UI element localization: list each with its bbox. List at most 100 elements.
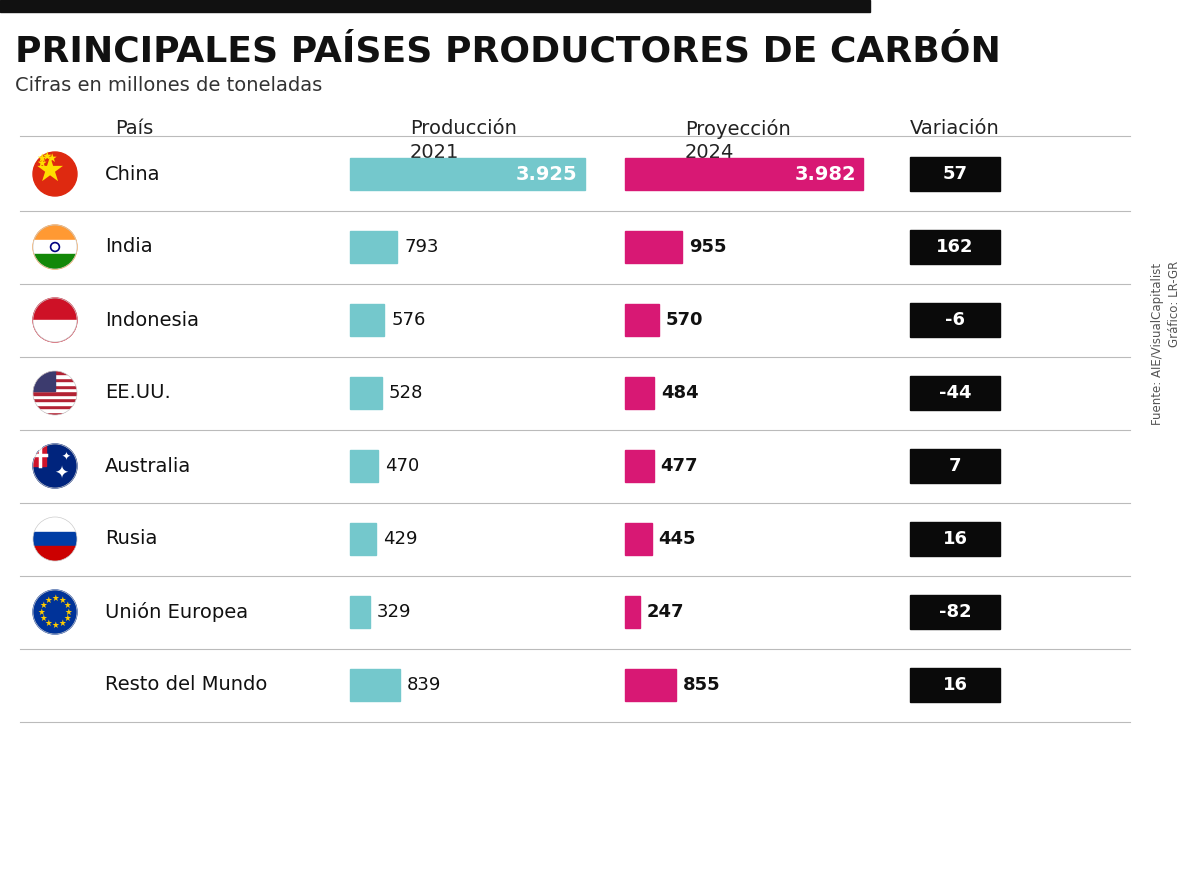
Bar: [34, 395, 77, 398]
Bar: [34, 388, 77, 392]
Text: PRINCIPALES PAÍSES PRODUCTORES DE CARBÓN: PRINCIPALES PAÍSES PRODUCTORES DE CARBÓN: [14, 34, 1001, 68]
Bar: [34, 374, 77, 378]
Bar: [910, 522, 1000, 556]
Text: ★: ★: [52, 621, 59, 630]
Text: 470: 470: [385, 457, 419, 475]
Text: ★: ★: [65, 607, 72, 616]
Text: ★: ★: [35, 156, 65, 188]
Text: India: India: [106, 238, 152, 256]
Bar: [34, 401, 77, 405]
Bar: [34, 405, 77, 408]
Text: 3.925: 3.925: [516, 164, 577, 184]
Text: 570: 570: [666, 311, 703, 329]
Text: Cifras en millones de toneladas: Cifras en millones de toneladas: [14, 76, 323, 95]
Bar: [34, 381, 77, 385]
Text: Rusia: Rusia: [106, 530, 157, 549]
Bar: [625, 377, 654, 409]
Text: China: China: [106, 164, 161, 184]
Text: 16: 16: [942, 530, 967, 548]
Text: 247: 247: [647, 603, 684, 621]
Text: ✦: ✦: [61, 452, 71, 462]
Bar: [625, 304, 659, 336]
Bar: [34, 398, 77, 401]
Text: ★: ★: [47, 152, 56, 165]
Circle shape: [34, 444, 77, 488]
Bar: [350, 231, 397, 263]
Circle shape: [34, 371, 77, 415]
Text: 955: 955: [689, 238, 726, 256]
Text: -6: -6: [946, 311, 965, 329]
Bar: [910, 157, 1000, 191]
Text: 477: 477: [660, 457, 698, 475]
Text: 3.982: 3.982: [794, 164, 856, 184]
Text: Australia: Australia: [106, 456, 191, 475]
Text: 445: 445: [659, 530, 696, 548]
Bar: [34, 371, 77, 374]
Bar: [34, 412, 77, 415]
Text: 7: 7: [949, 457, 961, 475]
Bar: [625, 158, 863, 190]
Text: Variación: Variación: [910, 119, 1000, 138]
Circle shape: [34, 517, 77, 561]
Circle shape: [34, 590, 77, 634]
Text: -44: -44: [938, 384, 971, 402]
Text: ★: ★: [52, 593, 59, 603]
Bar: [350, 377, 382, 409]
Text: Producción
2021: Producción 2021: [410, 119, 517, 162]
Bar: [350, 596, 370, 628]
Text: 793: 793: [404, 238, 439, 256]
Bar: [910, 595, 1000, 629]
Circle shape: [34, 225, 77, 269]
Text: ★: ★: [58, 620, 66, 628]
Text: 528: 528: [389, 384, 422, 402]
Text: 429: 429: [383, 530, 418, 548]
Text: 162: 162: [936, 238, 973, 256]
Bar: [34, 371, 55, 392]
Text: ✦: ✦: [55, 465, 68, 482]
Bar: [910, 668, 1000, 702]
Text: 16: 16: [942, 676, 967, 694]
Bar: [34, 546, 77, 561]
Bar: [34, 254, 77, 269]
Text: ★: ★: [44, 596, 52, 605]
Bar: [34, 320, 77, 342]
Text: ★: ★: [37, 152, 47, 165]
Bar: [34, 239, 77, 254]
Text: EE.UU.: EE.UU.: [106, 384, 170, 403]
Text: ★: ★: [40, 600, 47, 610]
Bar: [34, 531, 77, 546]
Text: Unión Europea: Unión Europea: [106, 602, 248, 622]
Bar: [34, 392, 77, 395]
Text: 855: 855: [683, 676, 721, 694]
Text: ★: ★: [58, 596, 66, 605]
Bar: [625, 596, 640, 628]
Text: -82: -82: [938, 603, 971, 621]
Bar: [350, 304, 384, 336]
Text: 576: 576: [391, 311, 426, 329]
Text: ★: ★: [42, 150, 52, 163]
Circle shape: [34, 298, 77, 342]
Bar: [34, 385, 77, 388]
Bar: [0, 0, 870, 12]
Text: 329: 329: [377, 603, 412, 621]
Text: ★: ★: [44, 620, 52, 628]
Bar: [350, 669, 400, 701]
Text: Proyección
2024: Proyección 2024: [685, 119, 791, 163]
Text: ★: ★: [64, 614, 71, 623]
Text: Resto del Mundo: Resto del Mundo: [106, 676, 268, 695]
Text: ★: ★: [36, 156, 46, 170]
Text: Fuente: AIE/VisualCapitalist: Fuente: AIE/VisualCapitalist: [1152, 263, 1164, 425]
Text: País: País: [115, 119, 154, 138]
Bar: [910, 230, 1000, 264]
Circle shape: [34, 152, 77, 196]
Text: Indonesia: Indonesia: [106, 310, 199, 329]
Text: 839: 839: [407, 676, 442, 694]
Bar: [350, 158, 584, 190]
Text: ★: ★: [40, 614, 47, 623]
Bar: [625, 523, 652, 555]
Text: Gráfico: LR-GR: Gráfico: LR-GR: [1168, 260, 1181, 347]
Bar: [625, 450, 654, 482]
Text: ★: ★: [64, 600, 71, 610]
Text: 484: 484: [661, 384, 698, 402]
Bar: [34, 378, 77, 381]
